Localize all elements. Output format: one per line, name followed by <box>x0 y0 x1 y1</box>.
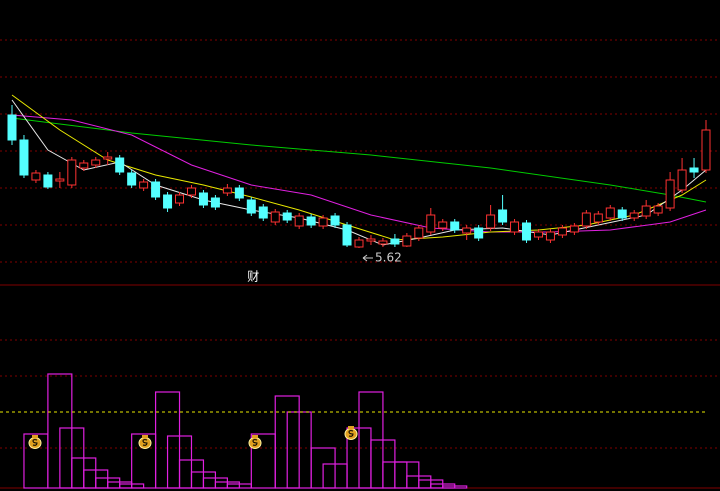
candle-body <box>665 179 675 209</box>
money-bag-icon <box>28 435 42 449</box>
candle-body <box>545 231 555 241</box>
candle-body <box>270 211 280 223</box>
candle-body <box>653 205 663 214</box>
candle-body <box>318 217 328 227</box>
candle-body <box>593 213 603 223</box>
candle-body <box>629 212 639 219</box>
candle-body <box>462 227 472 234</box>
grid <box>0 39 720 449</box>
candle-body <box>210 197 220 208</box>
candle-body <box>450 221 460 231</box>
candle-body <box>641 205 651 217</box>
candle-body <box>246 199 256 214</box>
candle-body <box>67 159 77 186</box>
candle-body <box>31 172 41 181</box>
candle-body <box>282 212 292 221</box>
candle-body <box>605 207 615 219</box>
ma-line <box>11 99 707 246</box>
money-bag-sign <box>32 439 38 446</box>
candle-body <box>294 215 304 227</box>
money-bag-icon <box>344 426 358 440</box>
candle-body <box>163 194 173 209</box>
candle-body <box>115 157 125 173</box>
candle-body <box>79 162 89 169</box>
money-bag-sign <box>252 439 258 446</box>
candle-body <box>354 239 364 248</box>
candle-body <box>498 209 508 223</box>
candle-body <box>474 227 484 239</box>
candle-body <box>175 194 185 204</box>
candle-body <box>378 240 388 245</box>
money-bag-icon <box>138 435 152 449</box>
candle-body <box>533 231 543 238</box>
candle-body <box>198 192 208 206</box>
candle-body <box>677 169 687 191</box>
ma-line <box>11 114 707 233</box>
candle-body <box>139 181 149 189</box>
candle-body <box>510 221 520 233</box>
candle-body <box>127 172 137 186</box>
candle-body <box>581 212 591 227</box>
candle-body <box>7 114 17 141</box>
candle-body <box>617 209 627 219</box>
money-bag-neck <box>32 435 38 438</box>
candle-body <box>522 222 532 241</box>
candle-body <box>306 216 316 226</box>
candle-body <box>486 214 496 229</box>
candle-body <box>569 225 579 233</box>
candle-body <box>258 206 268 219</box>
money-bag-sign <box>142 439 148 446</box>
money-bag-sign <box>348 430 354 437</box>
candle-body <box>330 215 340 226</box>
candle-body <box>91 159 101 166</box>
candle-body <box>557 227 567 236</box>
candle-body <box>186 187 196 196</box>
annotation: 财 <box>247 270 259 284</box>
candle-body <box>390 238 400 245</box>
indicator-bar <box>442 485 468 489</box>
candle-body <box>689 167 699 173</box>
candle-body <box>342 224 352 246</box>
candle-body <box>438 221 448 229</box>
candle-body <box>43 174 53 188</box>
money-bag-neck <box>348 426 354 429</box>
candle-body <box>234 187 244 199</box>
candle-body <box>701 129 711 171</box>
low-label: 5.62 <box>375 251 402 265</box>
candle-body <box>103 156 113 160</box>
candle-body <box>151 181 161 198</box>
money-bag-neck <box>252 435 258 438</box>
candle-body <box>366 238 376 242</box>
money-bag-icon <box>248 435 262 449</box>
candle-body <box>402 235 412 247</box>
candle-body <box>19 139 29 176</box>
candle-body <box>222 187 232 194</box>
candle-body <box>414 227 424 239</box>
candle-body <box>426 214 436 233</box>
ma-line <box>11 117 707 203</box>
candle-body <box>55 178 65 182</box>
low-arrow-head <box>362 254 368 262</box>
money-bag-neck <box>142 435 148 438</box>
